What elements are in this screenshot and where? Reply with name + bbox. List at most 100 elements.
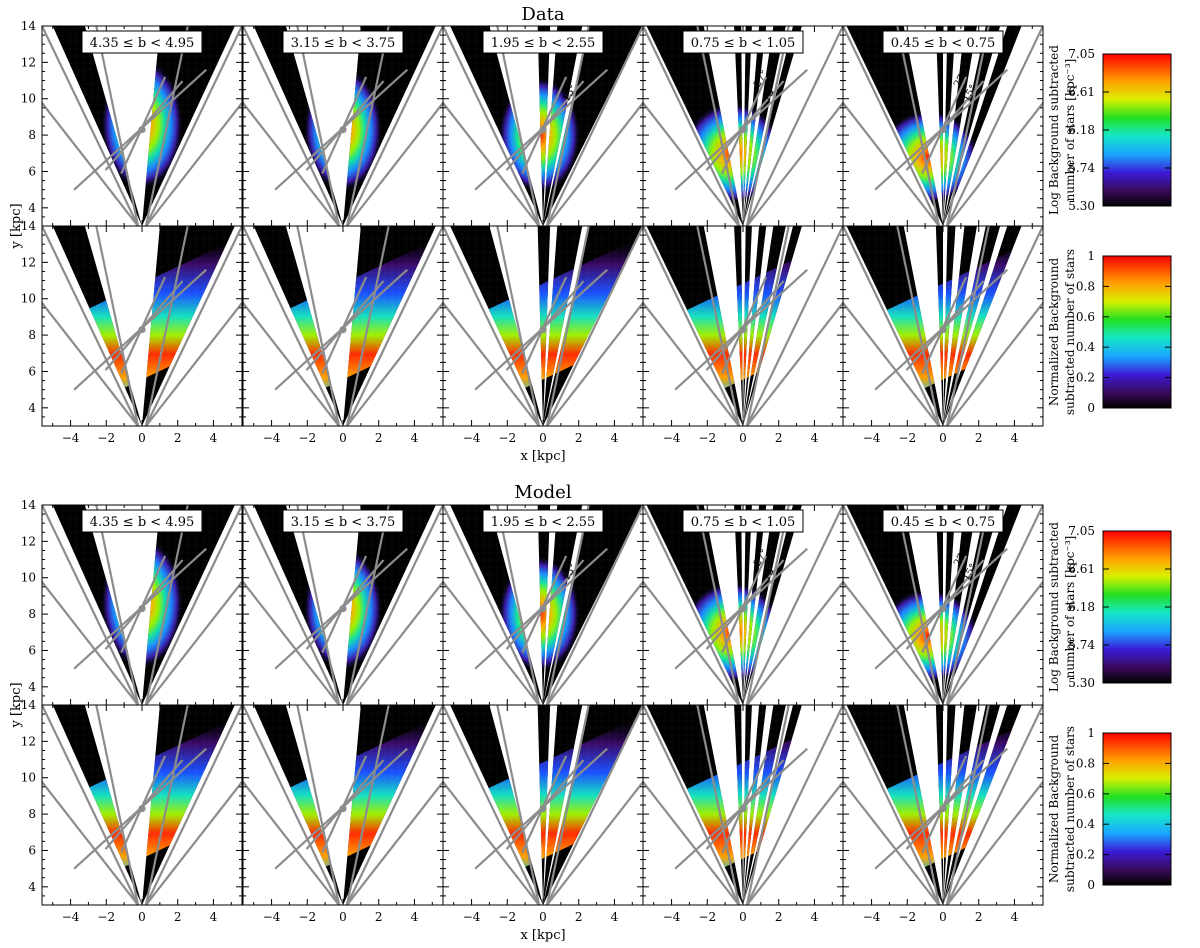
colorbar-tick-label: 0.8 [1076, 279, 1095, 293]
x-tick-label: 4 [811, 431, 819, 445]
bar-center-marker [339, 605, 347, 613]
y-tick-label: 6 [28, 843, 36, 857]
colorbar-tick-label: 7.05 [1068, 524, 1095, 538]
x-tick-label: −2 [698, 910, 716, 924]
x-tick-label: −2 [97, 910, 115, 924]
colorbar-tick-label: 0.6 [1076, 787, 1095, 801]
x-tick-label: 0 [539, 431, 547, 445]
x-tick-label: 2 [775, 431, 783, 445]
x-tick-label: −4 [263, 910, 281, 924]
colorbar-tick-label: 7.05 [1068, 47, 1095, 61]
bar-center-marker [939, 605, 947, 613]
y-axis-label-0: y [kpc] [9, 203, 24, 249]
bar-center-marker [739, 605, 747, 613]
colorbar-label-line: Normalized Background [1047, 258, 1061, 407]
colorbar-tick-label: 0.4 [1076, 817, 1095, 831]
panel-label-box [482, 509, 604, 533]
panel-r0-c2: 27°15°1.95 ≤ b < 2.55 [442, 25, 644, 227]
y-tick-label: 4 [28, 401, 36, 415]
x-tick-label: −2 [298, 910, 316, 924]
bar-center-marker [138, 326, 146, 334]
sightlines [243, 226, 443, 426]
x-tick-label: −2 [698, 431, 716, 445]
y-tick-label: 10 [21, 571, 36, 585]
colorbar-1: 1 0.8 0.6 0.4 0.2 0 Normalized Background subtr… [1047, 249, 1172, 415]
x-tick-label: −4 [463, 431, 481, 445]
x-tick-label: 4 [611, 910, 619, 924]
panel-label: 4.35 ≤ b < 4.95 [90, 515, 195, 530]
panel-r3-c2: −4 −2 0 2 4 [442, 704, 644, 924]
panel-label: 3.15 ≤ b < 3.75 [291, 515, 396, 530]
figure-labels: Data Model x [kpc] x [kpc] y [kpc] y [kpc] [9, 4, 572, 943]
x-tick-label: −4 [263, 431, 281, 445]
sightlines [42, 705, 242, 905]
panel-r1-c2: −4 −2 0 2 4 [442, 225, 644, 445]
colorbar-tick-label: 0.4 [1076, 340, 1095, 354]
y-tick-label: 14 [21, 219, 37, 233]
x-tick-label: 2 [575, 431, 583, 445]
panel-label: 0.75 ≤ b < 1.05 [691, 36, 796, 51]
x-axis-label-1: x [kpc] [520, 928, 565, 943]
colorbar-gradient [1102, 530, 1172, 684]
y-tick-label: 8 [28, 328, 36, 342]
panel-r1-c0: −4 −2 0 2 4 4 6 8 10 12 14 [21, 219, 243, 445]
panel-r3-c0: −4 −2 0 2 4 4 6 8 10 12 14 [21, 698, 243, 924]
panel-r3-c4: −4 −2 0 2 4 [842, 704, 1044, 924]
x-tick-label: 0 [339, 431, 347, 445]
y-tick-label: 14 [21, 498, 37, 512]
y-tick-label: 8 [28, 807, 36, 821]
y-tick-label: 12 [21, 534, 36, 548]
panel-r1-c4: −4 −2 0 2 4 [842, 225, 1044, 445]
x-tick-label: 2 [375, 431, 383, 445]
panel-label-box [682, 509, 804, 533]
sightlines [42, 26, 242, 226]
x-tick-label: 0 [739, 431, 747, 445]
x-tick-label: 2 [375, 910, 383, 924]
colorbar-tick-label: 0 [1087, 401, 1095, 415]
panel-r2-c1: 3.15 ≤ b < 3.75 [242, 504, 444, 706]
bar-center-marker [138, 605, 146, 613]
x-tick-label: −4 [62, 431, 80, 445]
x-tick-label: 4 [411, 910, 419, 924]
panel-label: 0.45 ≤ b < 0.75 [891, 515, 996, 530]
panel-r3-c1: −4 −2 0 2 4 [242, 704, 444, 924]
panel-label: 0.75 ≤ b < 1.05 [691, 515, 796, 530]
y-tick-label: 12 [21, 734, 36, 748]
colorbar-tick-label: 6.18 [1068, 123, 1095, 137]
panel-r2-c4: 27°15°0.45 ≤ b < 0.75 [842, 504, 1044, 706]
x-tick-label: 0 [939, 431, 947, 445]
x-tick-label: 0 [138, 431, 146, 445]
x-tick-label: 2 [975, 431, 983, 445]
x-tick-label: 4 [1011, 910, 1019, 924]
x-tick-label: −4 [863, 431, 881, 445]
x-tick-label: −4 [663, 910, 681, 924]
x-tick-label: −4 [663, 431, 681, 445]
sightlines [243, 705, 443, 905]
colorbar-3: 1 0.8 0.6 0.4 0.2 0 Normalized Background subtr… [1047, 726, 1172, 892]
colorbar-label-line: number of stars [kpc⁻³] [1063, 536, 1077, 679]
x-tick-label: 2 [575, 910, 583, 924]
y-tick-label: 10 [21, 771, 36, 785]
panel-r2-c2: 27°15°1.95 ≤ b < 2.55 [442, 504, 644, 706]
colorbar-gradient [1102, 255, 1172, 409]
panel-label-box [682, 30, 804, 54]
panel-label-box [282, 509, 404, 533]
bar-center-marker [339, 126, 347, 134]
sightlines [843, 505, 1043, 705]
bar-center-marker [539, 605, 547, 613]
x-tick-label: −2 [898, 910, 916, 924]
sightlines [443, 505, 643, 705]
panel-r2-c0: 4.35 ≤ b < 4.95 4 6 8 10 12 14 [21, 498, 243, 706]
y-tick-label: 10 [21, 292, 36, 306]
y-tick-label: 12 [21, 55, 36, 69]
panel-label-box [81, 30, 203, 54]
colorbar-label-line: Log Background subtracted [1047, 45, 1061, 215]
colorbar-tick-label: 5.74 [1068, 161, 1095, 175]
x-tick-label: 2 [174, 910, 182, 924]
colorbar-gradient [1102, 732, 1172, 886]
bar-center-marker [138, 805, 146, 813]
x-axis-label-0: x [kpc] [520, 449, 565, 464]
x-tick-label: −2 [97, 431, 115, 445]
y-tick-label: 6 [28, 364, 36, 378]
sightlines [443, 26, 643, 226]
